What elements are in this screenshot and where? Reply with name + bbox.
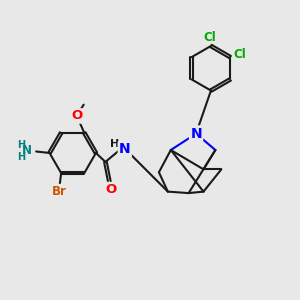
Text: N: N xyxy=(119,142,130,156)
Text: O: O xyxy=(71,110,82,122)
Text: O: O xyxy=(106,183,117,196)
Text: H: H xyxy=(16,140,25,150)
Text: N: N xyxy=(190,127,202,141)
Text: Cl: Cl xyxy=(203,31,216,44)
Text: N: N xyxy=(22,144,32,157)
Text: H: H xyxy=(16,152,25,162)
Text: H: H xyxy=(110,139,120,149)
Text: Cl: Cl xyxy=(233,48,246,61)
Text: Br: Br xyxy=(52,185,67,198)
